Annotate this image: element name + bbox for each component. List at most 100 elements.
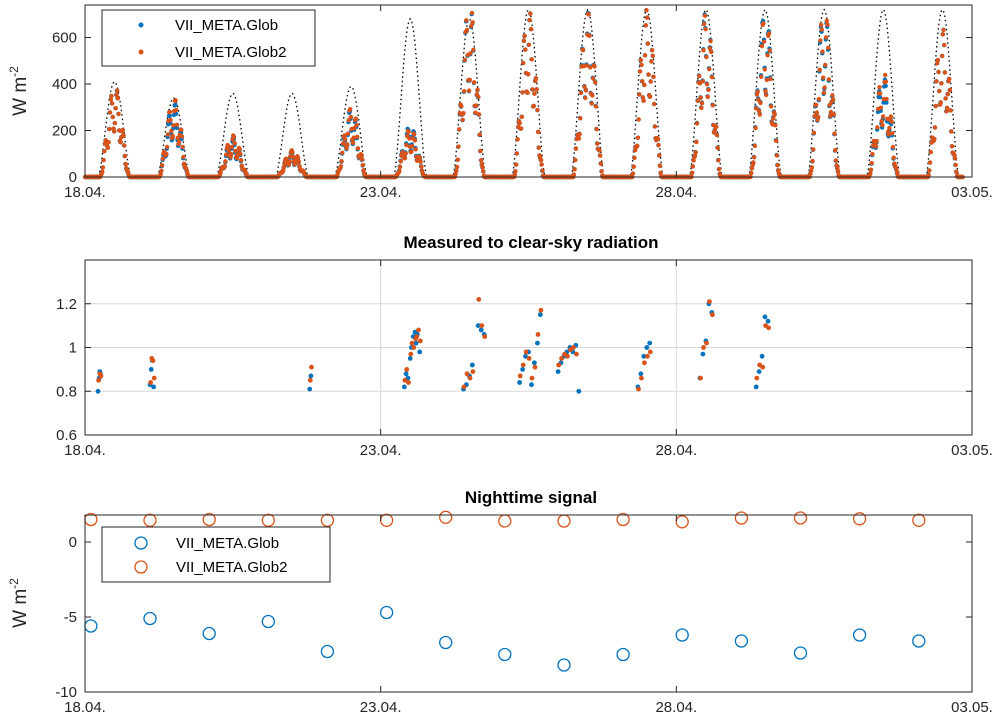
glob2-point [476,94,481,100]
glob2-point [409,143,415,149]
glob2-point [809,168,814,173]
glob2-point [122,153,128,159]
glob2-ratio-point [151,375,157,381]
glob2-point [290,154,296,160]
glob-ratio-point [529,382,534,388]
glob2-point [823,35,829,40]
glob-ratio-point [576,388,582,394]
glob2-point [590,76,596,81]
glob2-point [945,105,950,111]
glob2-point [818,38,823,43]
glob2-point [417,155,423,161]
glob2-point [122,143,127,148]
glob2-point [657,163,663,168]
y-tick-label: -5 [64,609,77,626]
glob2-point [462,89,467,94]
glob2-point [539,162,544,167]
glob2-point [707,66,712,72]
glob2-ratio-point [538,307,544,313]
glob2-night-point [793,511,808,525]
glob2-point [877,85,882,90]
glob2-point [404,142,409,148]
glob2-point [873,144,879,149]
glob-ratio-point [537,312,543,318]
glob2-point [761,39,767,44]
glob-night-point [557,658,571,672]
panel-3-legend: VII_META.Glob VII_META.Glob2 [101,526,331,583]
glob2-point [645,41,651,46]
glob2-point [716,166,722,172]
glob2-point [174,107,179,113]
glob2-point [419,164,424,169]
glob2-point [810,158,815,164]
glob2-point [355,146,361,151]
glob2-point [701,48,706,53]
glob2-point [526,72,531,77]
glob2-ratio-point [523,349,529,355]
panel-nighttime-signal: Nighttime signal 18.04. 23.04. 28.04. 03.05… [7,488,993,716]
glob2-point [454,164,460,170]
glob2-ratio-point [309,364,314,370]
glob2-point [527,17,532,23]
glob2-point [832,131,837,136]
glob-ratio-point [638,371,644,377]
glob2-point [938,100,943,105]
glob2-point [690,170,695,175]
glob2-point [348,114,354,120]
glob2-point [703,27,708,32]
glob2-ratio-point [704,340,709,346]
glob2-point [110,101,115,106]
x-tick-label: 18.04. [64,699,106,716]
glob2-point [819,27,824,32]
glob2-point [580,48,586,53]
glob-ratio-point [308,373,314,379]
glob2-point [526,42,532,47]
glob2-ratio-point [556,362,562,368]
glob2-point [888,114,894,119]
glob2-point [572,167,577,172]
glob2-point [771,116,776,121]
glob2-point [816,96,822,102]
glob2-point [880,123,885,128]
y-tick-label: 0 [69,169,77,186]
glob-ratio-point [417,349,423,355]
glob2-point [764,77,770,83]
glob2-point [934,79,939,84]
glob2-point [952,156,958,161]
glob2-point [413,147,418,152]
glob2-point [459,104,464,109]
glob2-point [640,79,645,84]
glob2-point [868,171,873,176]
legend-marker-glob [134,536,148,550]
glob2-point [648,79,653,84]
glob2-point [833,158,839,163]
glob2-ratio-point [461,384,467,390]
glob2-point [171,123,176,128]
glob2-point [345,131,351,136]
glob2-point [825,22,830,27]
glob2-point [339,159,344,164]
glob2-point [757,112,762,117]
glob2-ratio-point [636,386,641,392]
glob2-point [826,45,831,51]
glob-ratio-point [535,340,540,346]
panel-2-title: Measured to clear-sky radiation [403,233,658,252]
glob2-night-point [379,513,394,527]
glob2-point [530,87,535,92]
glob2-point [538,157,544,163]
glob2-night-point [616,512,630,527]
glob2-ratio-point [150,358,156,363]
glob2-point [705,94,710,100]
glob2-point [818,22,824,27]
glob2-point [116,111,121,117]
glob2-point [107,126,112,132]
glob2-point [644,8,649,13]
glob2-point [945,91,951,97]
glob2-point [461,111,466,116]
glob2-point [637,92,642,97]
glob2-ratio-point [529,375,535,381]
glob2-ratio-point [701,345,706,350]
glob2-ratio-point [645,353,650,359]
glob2-point [577,131,582,137]
glob2-point [708,38,713,44]
